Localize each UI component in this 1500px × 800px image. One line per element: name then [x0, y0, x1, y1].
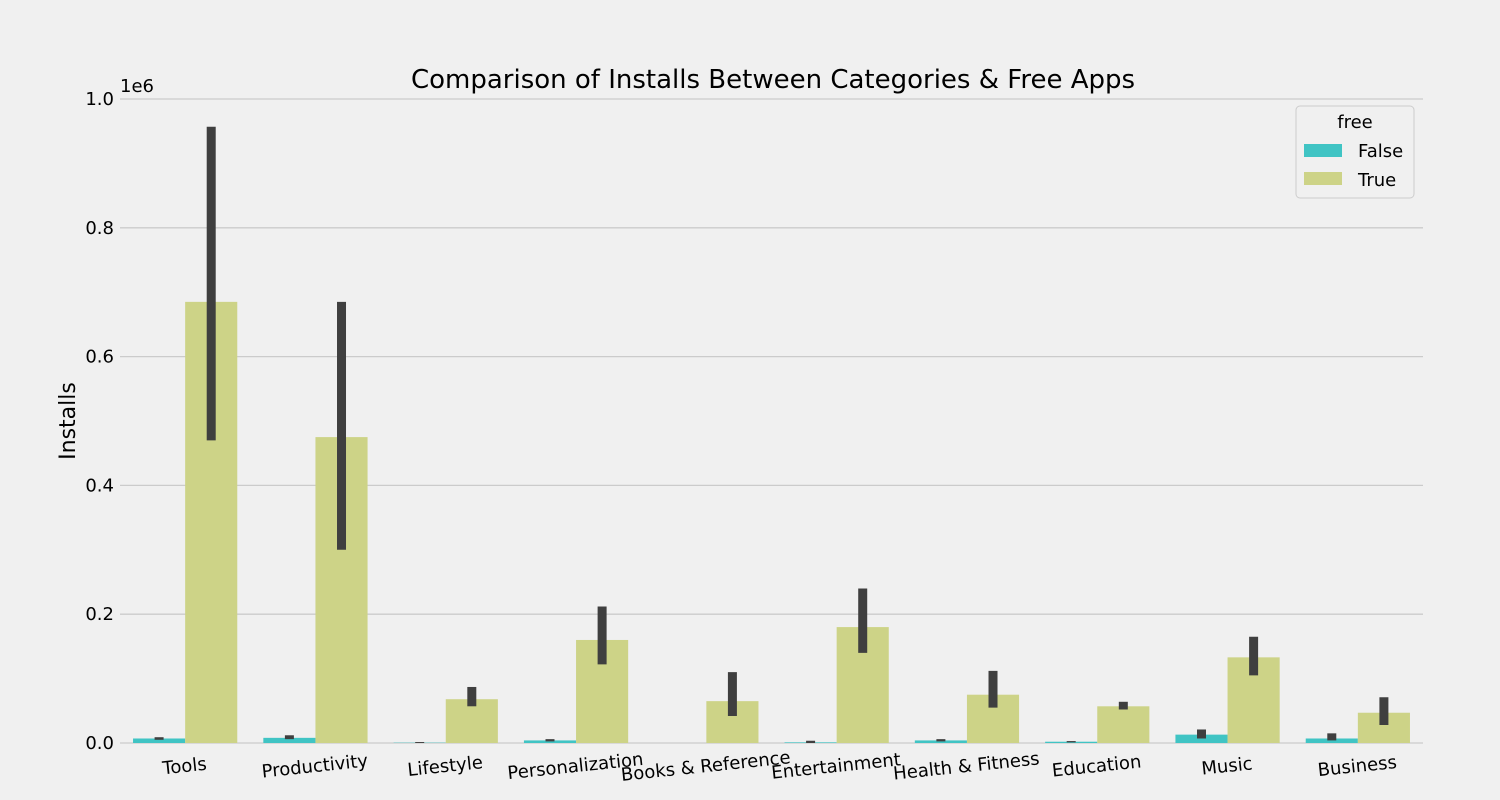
- y-axis-ticks: 0.0 0.2 0.4 0.6 0.8 1.0: [85, 89, 114, 754]
- y-tick-label: 0.0: [85, 733, 114, 754]
- bar-false: [1175, 734, 1228, 743]
- legend-swatch-true: [1304, 172, 1342, 185]
- x-tick-label: Health & Fitness: [892, 748, 1040, 784]
- y-tick-label: 0.8: [85, 218, 114, 239]
- x-tick-label: Business: [1317, 752, 1398, 781]
- bar-false: [133, 738, 186, 743]
- bar-false: [523, 740, 577, 743]
- x-axis-ticks: Tools Productivity Lifestyle Personalizatio…: [160, 747, 1397, 786]
- y-tick-label: 0.2: [85, 604, 114, 625]
- bar-true: [1097, 706, 1150, 743]
- y-tick-label: 1.0: [85, 89, 114, 110]
- bar-false: [263, 737, 316, 743]
- chart-title: Comparison of Installs Between Categorie…: [411, 65, 1135, 95]
- legend: free False True: [1295, 105, 1415, 199]
- x-tick-label: Lifestyle: [406, 752, 483, 781]
- y-axis-label: Installs: [56, 382, 81, 460]
- bar-false: [1305, 738, 1358, 743]
- legend-title: free: [1337, 112, 1373, 133]
- legend-label-true: True: [1357, 170, 1396, 191]
- y-tick-label: 0.6: [85, 347, 114, 368]
- bars: [133, 301, 1410, 743]
- bar-false: [914, 740, 967, 743]
- x-tick-label: Productivity: [261, 750, 370, 782]
- x-tick-label: Tools: [160, 754, 207, 780]
- x-tick-label: Books & Reference: [620, 747, 792, 786]
- x-tick-label: Education: [1051, 751, 1142, 781]
- legend-swatch-false: [1304, 144, 1342, 157]
- bar-true: [445, 699, 498, 743]
- x-tick-label: Music: [1200, 753, 1253, 779]
- y-tick-label: 0.4: [85, 475, 114, 496]
- error-bars: [154, 126, 1389, 743]
- legend-label-false: False: [1358, 141, 1403, 162]
- y-axis-offset-label: 1e6: [120, 76, 154, 97]
